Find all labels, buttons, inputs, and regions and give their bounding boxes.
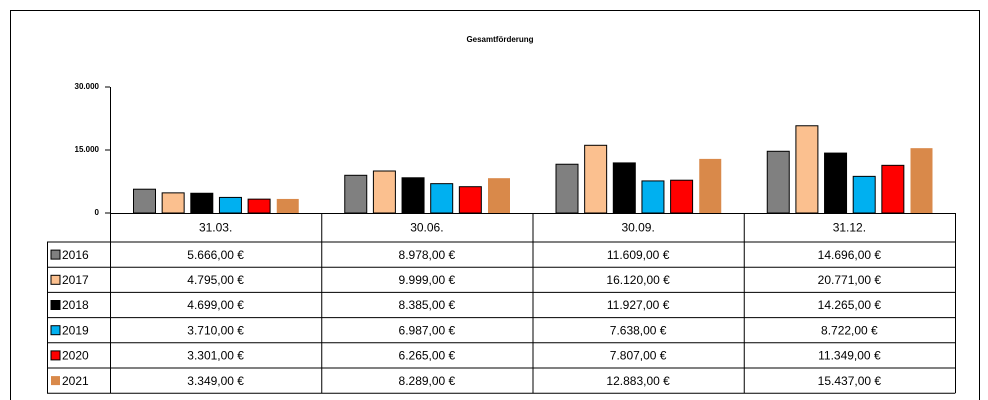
table-cell: 5.666,00 € (187, 248, 244, 262)
legend-swatch (50, 274, 61, 285)
frame (10, 10, 980, 400)
bar (344, 174, 368, 214)
bar (401, 177, 425, 214)
bar (218, 196, 242, 214)
bar (488, 178, 510, 213)
x-tick-label: 31.03. (199, 221, 232, 235)
table-cell: 7.807,00 € (610, 349, 667, 363)
x-tick-label: 31.12. (833, 221, 866, 235)
table-cell: 4.699,00 € (187, 298, 244, 312)
table-cell: 8.385,00 € (399, 298, 456, 312)
bar (670, 179, 694, 214)
table-cell: 3.710,00 € (187, 323, 244, 337)
legend-swatch (50, 350, 61, 361)
table-cell: 11.349,00 € (818, 349, 881, 363)
table-cell: 20.771,00 € (818, 273, 882, 287)
bar (247, 198, 271, 214)
bar (555, 163, 579, 214)
bar (190, 192, 214, 214)
legend-label: 2018 (62, 298, 89, 312)
bar (766, 150, 790, 214)
legend-label: 2016 (62, 248, 89, 262)
table-cell: 3.349,00 € (187, 374, 244, 388)
bar (372, 170, 396, 214)
legend-swatch (51, 376, 60, 386)
bar (910, 148, 933, 213)
chart-title: Gesamtförderung (466, 35, 533, 44)
bar (584, 144, 608, 214)
table-cell: 16.120,00 € (606, 273, 670, 287)
y-tick-label: 15.000 (75, 145, 100, 154)
bar (612, 162, 636, 214)
bar (641, 180, 665, 214)
table-cell: 14.696,00 € (818, 248, 882, 262)
bar (430, 183, 454, 214)
table-cell: 6.987,00 € (399, 323, 456, 337)
bar (881, 164, 905, 214)
table-cell: 3.301,00 € (187, 349, 244, 363)
table-cell: 15.437,00 € (818, 374, 882, 388)
table-cell: 14.265,00 € (818, 298, 882, 312)
bar (133, 188, 156, 214)
bar (276, 198, 299, 213)
bar (852, 175, 876, 214)
table-cell: 8.722,00 € (821, 323, 878, 337)
x-tick-label: 30.06. (410, 221, 443, 235)
table-cell: 11.609,00 € (607, 248, 670, 262)
bar (824, 152, 848, 214)
table-cell: 11.927,00 € (607, 298, 670, 312)
x-tick-label: 30.09. (621, 221, 654, 235)
legend-label: 2019 (62, 323, 89, 337)
table-cell: 4.795,00 € (187, 273, 244, 287)
legend-label: 2017 (62, 273, 89, 287)
bar (458, 186, 482, 214)
bar (699, 158, 722, 213)
table-cell: 8.978,00 € (399, 248, 456, 262)
legend-swatch (50, 325, 61, 336)
table-cell: 7.638,00 € (610, 323, 667, 337)
table-cell: 6.265,00 € (399, 349, 456, 363)
y-tick-label: 0 (95, 208, 100, 217)
table-cell: 9.999,00 € (399, 273, 456, 287)
legend-label: 2021 (62, 374, 89, 388)
legend-swatch (50, 249, 61, 260)
legend-label: 2020 (62, 349, 89, 363)
legend-swatch (50, 300, 61, 310)
table-cell: 8.289,00 € (399, 374, 456, 388)
bar (161, 192, 185, 214)
bar (795, 125, 819, 214)
y-tick-label: 30.000 (75, 82, 100, 91)
table-cell: 12.883,00 € (606, 374, 670, 388)
